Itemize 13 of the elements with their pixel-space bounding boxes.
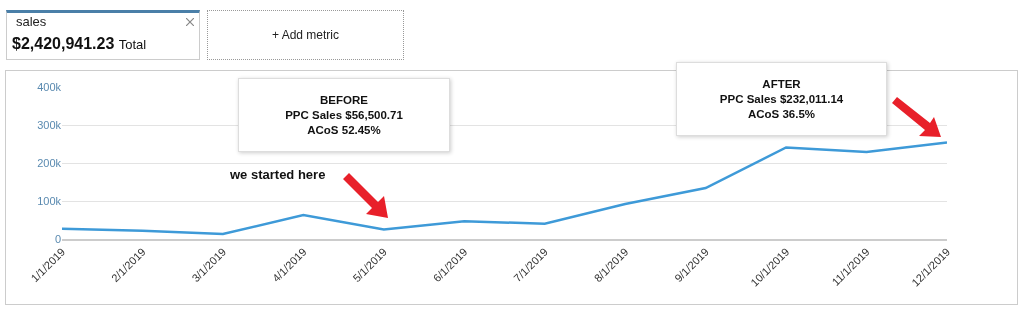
text-box: BEFORE PPC Sales $56,500.71 ACoS 52.45% [238,78,450,152]
y-tick-label: 0 [54,232,61,245]
y-tick-label: 400k [37,80,62,93]
y-tick-label: 100k [37,194,62,207]
text-box: AFTER PPC Sales $232,011.14 ACoS 36.5% [676,62,887,136]
text: Total [118,37,147,52]
text: sales [16,14,47,29]
annotation: we started here [230,167,326,182]
text: $2,420,941.23 [12,35,115,52]
line-series [62,141,947,236]
y-tick-label: 300k [37,118,62,131]
y-tick-label: 200k [37,156,62,169]
text: + Add metric [207,10,404,60]
